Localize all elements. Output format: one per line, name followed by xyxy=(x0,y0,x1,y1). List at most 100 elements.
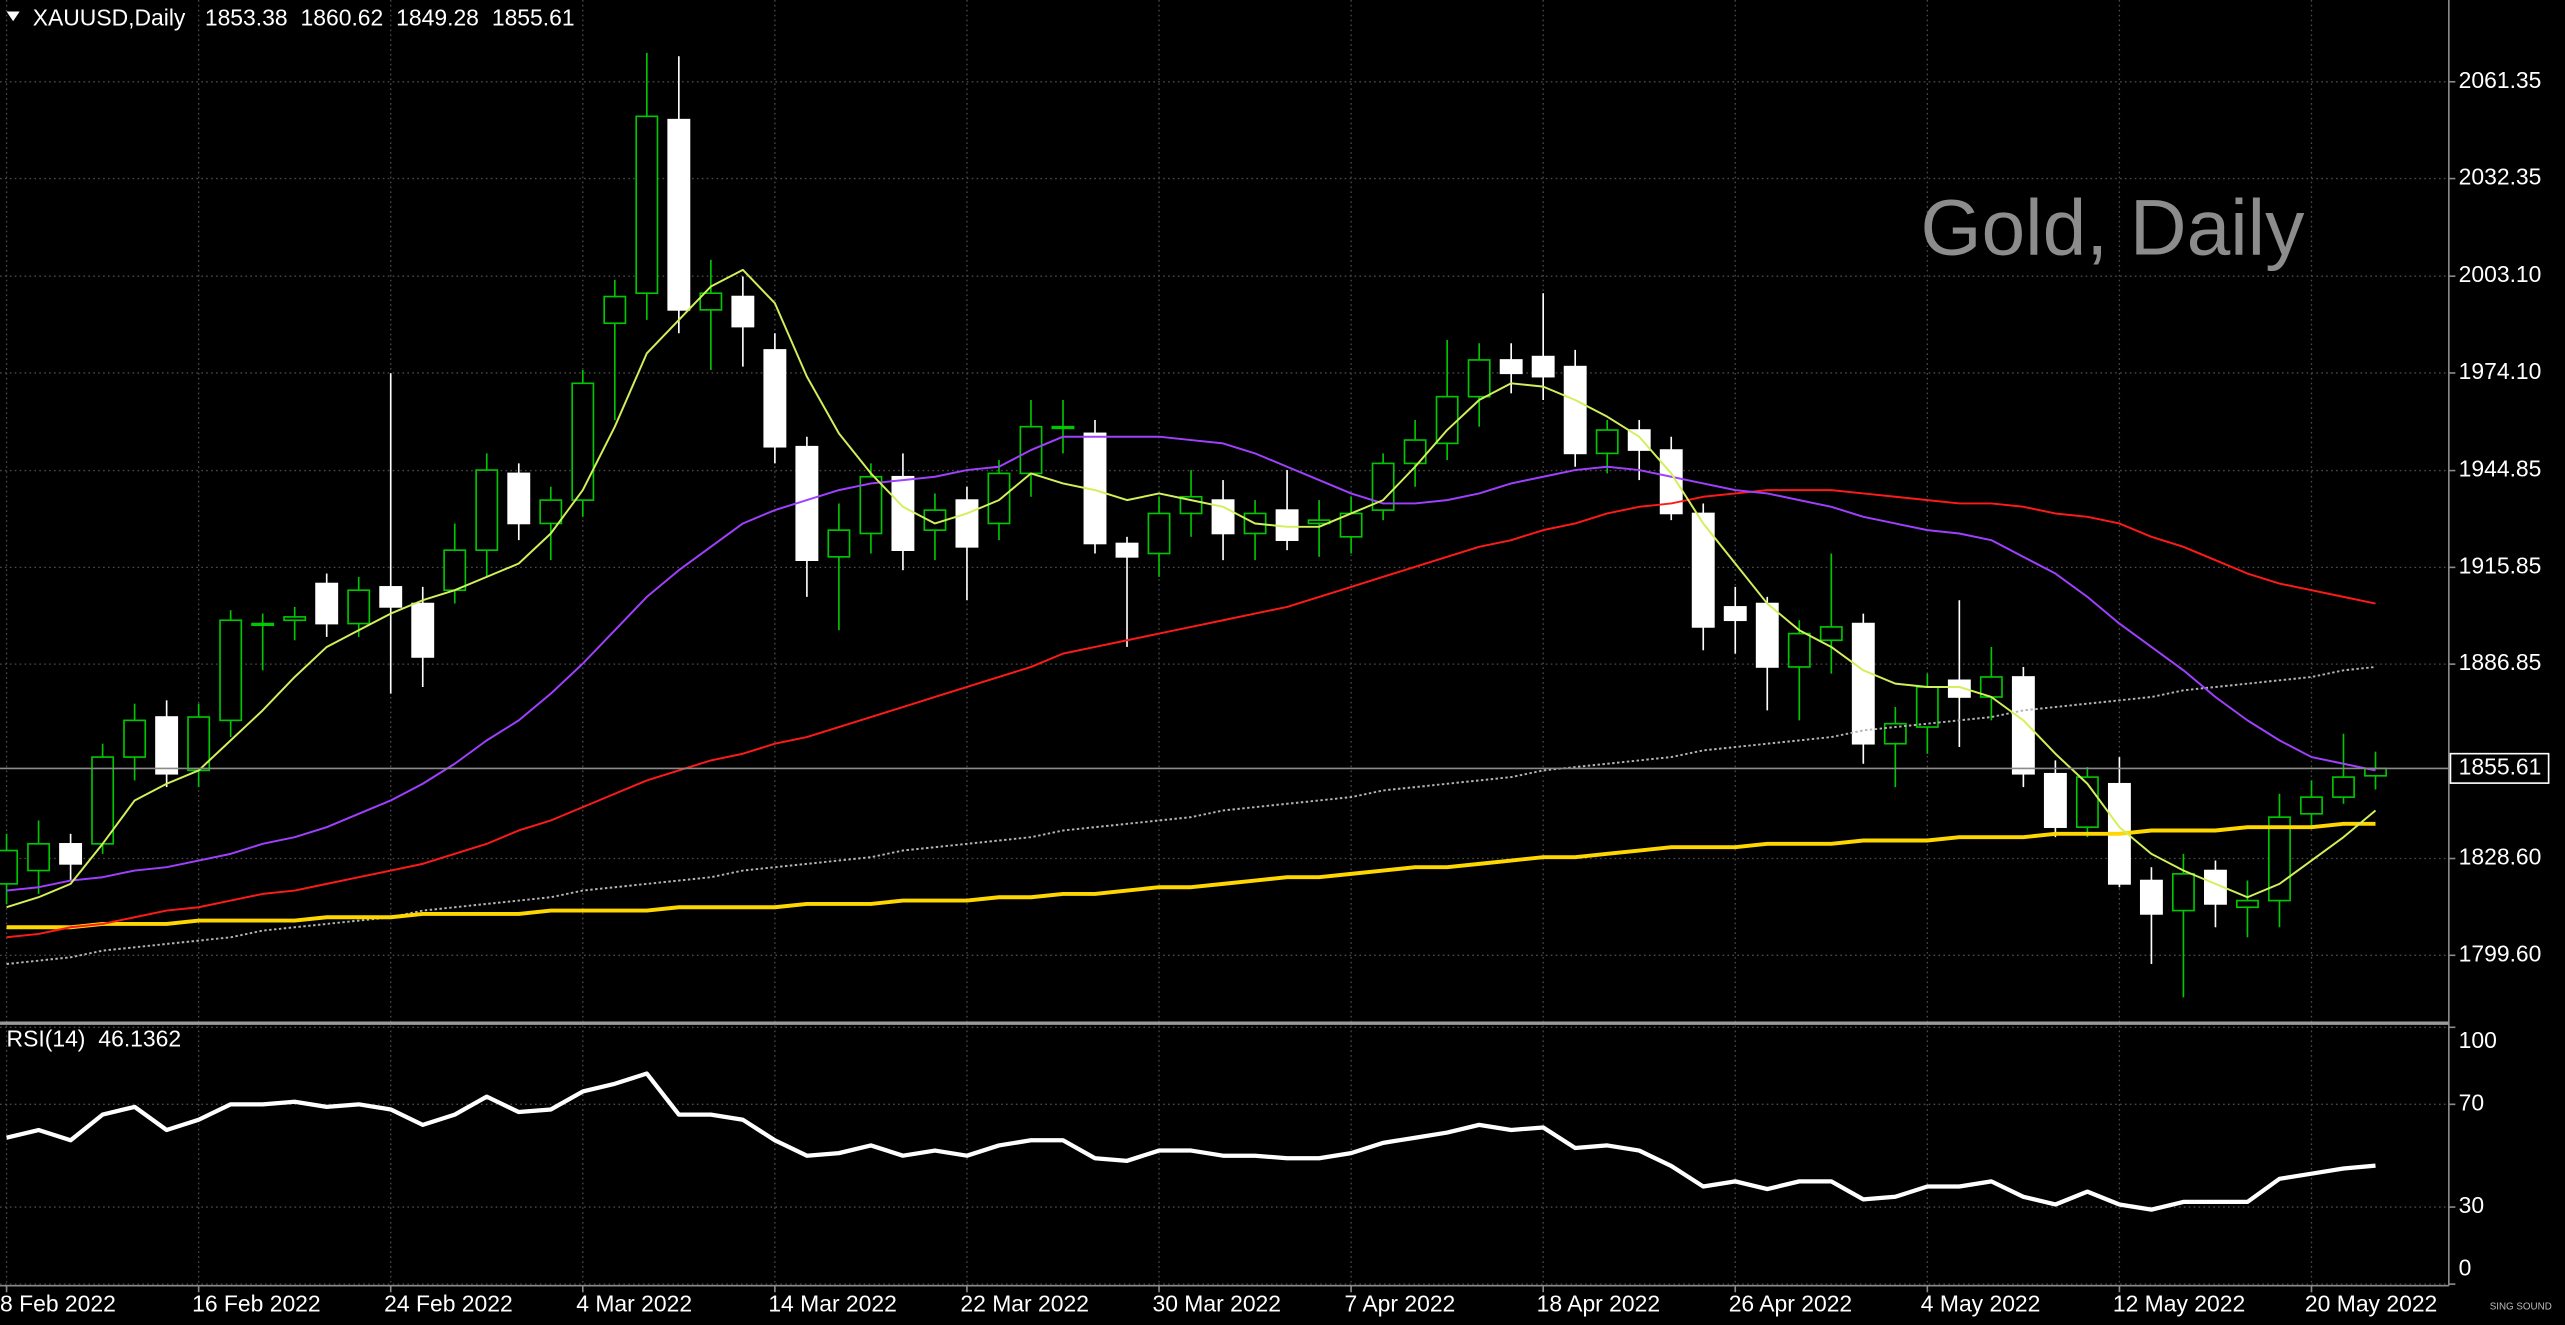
y-tick-label: 1799.60 xyxy=(2459,940,2542,966)
candle-body xyxy=(731,295,755,328)
header-close: 1855.61 xyxy=(492,5,575,31)
candle-body xyxy=(1467,359,1491,398)
candle-body xyxy=(1147,512,1171,555)
candle-body xyxy=(219,619,243,722)
line-layer xyxy=(0,268,2449,1212)
candle-body xyxy=(1051,425,1075,430)
moving-average-line xyxy=(6,821,2376,930)
candle-body xyxy=(1595,429,1619,455)
candle-body xyxy=(1787,632,1811,668)
y-tick-label: 30 xyxy=(2459,1192,2484,1218)
candle-body xyxy=(1403,439,1427,465)
x-tick-label: 24 Feb 2022 xyxy=(384,1290,513,1316)
candle-body xyxy=(955,499,979,548)
x-tick-label: 22 Mar 2022 xyxy=(960,1290,1089,1316)
y-tick-label: 0 xyxy=(2459,1254,2472,1280)
x-tick-label: 16 Feb 2022 xyxy=(192,1290,321,1316)
candle-body xyxy=(539,499,563,525)
y-tick-label: 70 xyxy=(2459,1089,2484,1115)
chart-header: XAUUSD,Daily 1853.38 1860.62 1849.28 185… xyxy=(33,5,575,31)
rsi-value: 46.1362 xyxy=(98,1025,181,1051)
candle-body xyxy=(315,582,339,625)
candle-body xyxy=(0,849,19,885)
candle-body xyxy=(1947,679,1971,698)
candle-body xyxy=(27,843,51,872)
rsi-line xyxy=(6,1071,2376,1212)
y-tick-label: 1915.85 xyxy=(2459,552,2542,578)
candle-body xyxy=(667,118,691,311)
candle-body xyxy=(827,529,851,558)
x-tick-label: 4 May 2022 xyxy=(1921,1290,2041,1316)
watermark: Gold, Daily xyxy=(1920,184,2305,272)
candle-body xyxy=(443,549,467,592)
candle-body xyxy=(1435,395,1459,445)
candle-body xyxy=(2236,899,2259,909)
y-tick-label: 2003.10 xyxy=(2459,261,2542,287)
logo: SING SOUND xyxy=(2490,1302,2552,1313)
candle-body xyxy=(347,589,371,625)
rsi-header: RSI(14) 46.1362 xyxy=(7,1025,182,1051)
candle-body xyxy=(1691,512,1715,628)
x-tick-label: 26 Apr 2022 xyxy=(1729,1290,1852,1316)
x-tick-label: 18 Apr 2022 xyxy=(1537,1290,1660,1316)
candle-body xyxy=(603,295,627,325)
rsi-title: RSI(14) xyxy=(7,1025,86,1051)
moving-average-line xyxy=(6,268,2377,909)
x-tick-label: 30 Mar 2022 xyxy=(1152,1290,1281,1316)
candle-body xyxy=(2043,772,2067,828)
candle-body xyxy=(2139,879,2163,915)
y-tick-label: 100 xyxy=(2459,1027,2497,1053)
candle-body xyxy=(1371,462,1395,511)
y-tick-label: 1886.85 xyxy=(2459,649,2542,675)
header-open: 1853.38 xyxy=(205,5,288,31)
candle-body xyxy=(1563,365,1587,455)
candle-body xyxy=(1499,359,1523,375)
symbol: XAUUSD,Daily xyxy=(33,5,186,31)
candle-body xyxy=(1755,602,1779,668)
candle-body xyxy=(699,292,723,311)
candle-body xyxy=(2203,869,2227,905)
candle-body xyxy=(411,602,435,658)
candle-body xyxy=(59,843,83,865)
candle-body xyxy=(891,475,915,551)
x-tick-label: 8 Feb 2022 xyxy=(0,1290,116,1316)
candle-body xyxy=(1915,686,1939,728)
candle-body xyxy=(379,586,403,608)
candle-body xyxy=(283,616,307,622)
header-high: 1860.62 xyxy=(301,5,384,31)
x-tick-label: 4 Mar 2022 xyxy=(576,1290,692,1316)
collapse-arrow[interactable] xyxy=(6,11,20,22)
candle-body xyxy=(987,472,1011,525)
current-price-label: 1855.61 xyxy=(2459,753,2542,779)
candle-body xyxy=(1627,429,1651,451)
candle-body xyxy=(155,716,179,775)
y-tick-label: 2032.35 xyxy=(2459,164,2542,190)
candle-body xyxy=(475,469,499,551)
candle-body xyxy=(1723,606,1747,622)
candle-body xyxy=(123,719,147,758)
candle-body xyxy=(2332,776,2355,798)
candle-body xyxy=(251,622,275,627)
grid-layer xyxy=(0,0,2449,1285)
candle-body xyxy=(2171,873,2195,912)
candle-body xyxy=(2011,676,2035,775)
moving-average-line xyxy=(6,489,2376,939)
candle-body xyxy=(1883,722,1907,745)
y-tick-label: 1974.10 xyxy=(2459,358,2542,384)
y-tick-label: 2061.35 xyxy=(2459,67,2542,93)
candle-body xyxy=(859,475,883,535)
candle-body xyxy=(763,349,787,448)
header-low: 1849.28 xyxy=(396,5,479,31)
current-price-box xyxy=(2449,752,2550,784)
x-tick-label: 7 Apr 2022 xyxy=(1345,1290,1456,1316)
candle-body xyxy=(1115,542,1139,558)
y-tick-label: 1828.60 xyxy=(2459,844,2542,870)
candle-body xyxy=(91,756,115,845)
candle-body xyxy=(507,472,531,525)
candle-body xyxy=(1851,622,1875,745)
candle-body xyxy=(635,115,659,295)
candle-body xyxy=(571,382,595,501)
candle-body xyxy=(1211,499,1235,535)
